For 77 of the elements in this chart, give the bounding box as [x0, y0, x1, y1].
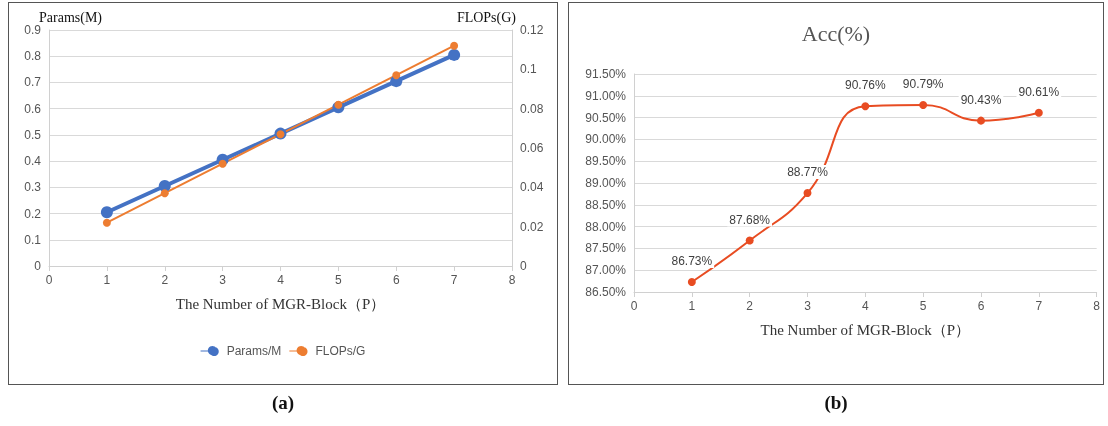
point: [450, 41, 459, 50]
x-tick-label: 4: [277, 273, 285, 287]
point: [334, 100, 343, 109]
x-tick-label: 2: [746, 299, 754, 313]
x-tick-label: 3: [804, 299, 812, 313]
data-label: 90.43%: [960, 92, 1002, 107]
data-label: 88.77%: [787, 165, 829, 180]
x-axis-title: The Number of MGR-Block（P）: [175, 295, 386, 312]
point: [687, 277, 696, 286]
point: [448, 48, 461, 61]
y-tick-label: 0.9: [24, 23, 42, 37]
y-tick-label: 88.50%: [585, 197, 627, 212]
x-tick-label: 5: [335, 273, 343, 287]
x-tick-label: 0: [45, 273, 53, 287]
x-axis-title: The Number of MGR-Block（P）: [760, 321, 971, 338]
legend-label: FLOPs/G: [315, 344, 366, 358]
y2-tick-label: 0.04: [520, 180, 544, 195]
y-tick-label: 0.7: [24, 75, 42, 90]
x-tick-label: 7: [450, 273, 458, 287]
y-tick-label: 0.3: [24, 180, 42, 195]
x-tick-label: 1: [688, 299, 696, 313]
data-label: 86.73%: [671, 253, 713, 268]
y-tick-label: 89.00%: [585, 176, 627, 190]
y-tick-label: 88.00%: [585, 219, 627, 234]
y-tick-label: 89.50%: [585, 154, 627, 169]
point: [1034, 108, 1043, 117]
x-tick-label: 1: [103, 273, 111, 287]
point: [100, 206, 113, 219]
y-tick-label: 87.00%: [585, 263, 627, 278]
data-label: 90.79%: [902, 76, 944, 91]
x-tick-label: 6: [392, 273, 400, 287]
x-tick-label: 7: [1035, 299, 1043, 313]
data-label: 87.68%: [729, 212, 771, 227]
x-tick-label: 3: [219, 273, 227, 287]
x-tick-label: 6: [977, 299, 985, 313]
y-tick-label: 0.8: [24, 49, 42, 64]
y-tick-label: 0.6: [24, 101, 42, 116]
y-tick-label: 90.00%: [585, 132, 627, 147]
chart-title: Acc(%): [801, 20, 871, 46]
point: [392, 71, 401, 80]
x-tick-label: 0: [630, 299, 638, 313]
point: [861, 102, 870, 111]
y-tick-label: 0.1: [24, 232, 42, 247]
legend-label: Params/M: [226, 344, 282, 358]
y-tick-label: 86.50%: [585, 285, 627, 299]
x-tick-label: 5: [919, 299, 927, 313]
y-tick-label: 0.5: [24, 127, 42, 142]
y-tick-label: 0: [34, 259, 42, 273]
text: (a): [270, 392, 296, 414]
y-tick-label: 0.4: [24, 154, 42, 169]
point: [977, 116, 985, 125]
data-label: 90.61%: [1018, 84, 1060, 99]
point: [160, 189, 169, 198]
point: [218, 159, 227, 168]
y-tick-label: 87.50%: [585, 241, 627, 256]
y2-tick-label: 0.1: [520, 62, 538, 77]
x-tick-label: 8: [508, 273, 516, 287]
text: (b): [823, 392, 849, 414]
y2-tick-label: 0.08: [520, 101, 544, 116]
y2-tick-label: 0.06: [520, 141, 544, 155]
y-axis-title: Params(M): [39, 9, 103, 26]
point: [919, 100, 928, 109]
y2-tick-label: 0: [520, 259, 527, 273]
y-tick-label: 91.00%: [585, 88, 627, 103]
point: [803, 189, 812, 198]
y-tick-label: 0.2: [24, 206, 42, 221]
point: [745, 236, 754, 245]
data-label: 90.76%: [844, 78, 887, 93]
x-tick-label: 4: [861, 299, 869, 313]
y2-tick-label: 0.02: [520, 219, 544, 234]
y2-axis-title: FLOPs(G): [456, 9, 517, 26]
x-tick-label: 2: [161, 273, 169, 287]
y-tick-label: 91.50%: [585, 67, 627, 81]
x-tick-label: 8: [1093, 299, 1101, 313]
y2-tick-label: 0.12: [520, 23, 544, 37]
y-tick-label: 90.50%: [585, 110, 627, 125]
point: [102, 218, 111, 227]
